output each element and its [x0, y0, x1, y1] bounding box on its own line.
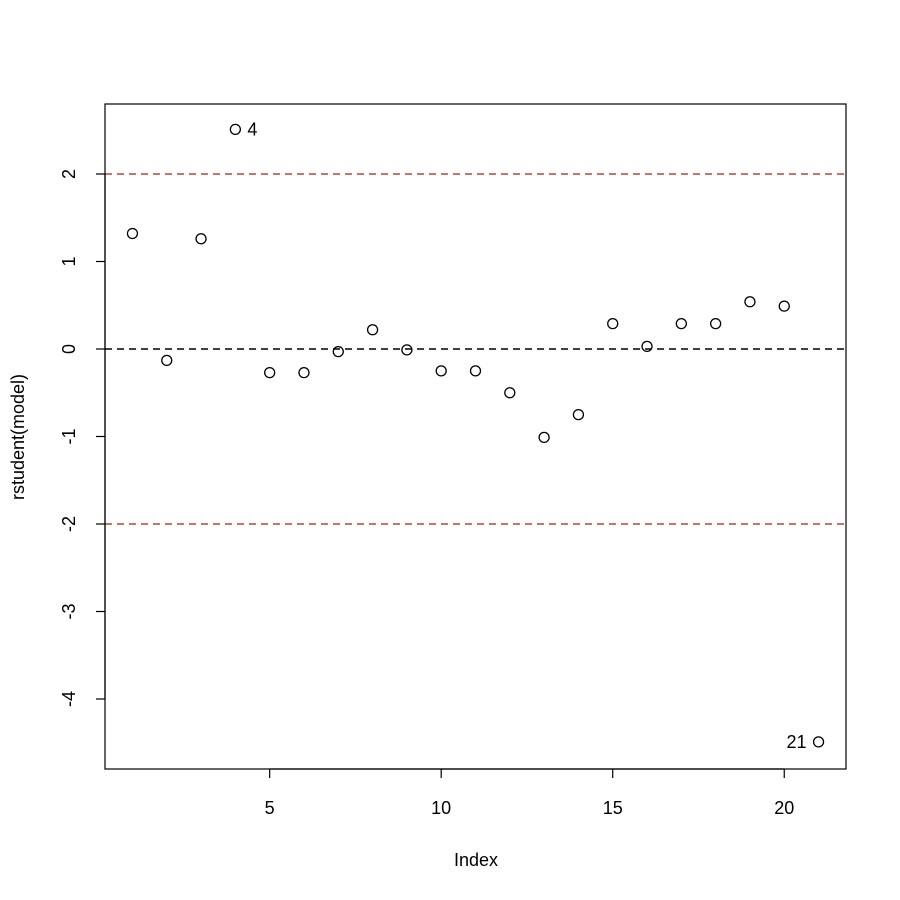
x-tick-label: 5 — [265, 798, 275, 818]
y-tick-label: -1 — [59, 428, 79, 444]
x-tick-label: 15 — [603, 798, 623, 818]
x-axis-label: Index — [454, 850, 498, 870]
data-point — [298, 366, 310, 379]
data-point — [504, 387, 516, 399]
data-point — [572, 408, 585, 421]
data-point — [744, 296, 756, 308]
point-label: 21 — [787, 732, 807, 752]
data-point — [812, 736, 825, 748]
point-labels: 4 21 — [247, 119, 806, 752]
y-tick-label: -2 — [59, 516, 79, 532]
data-point — [332, 345, 344, 358]
data-point — [264, 366, 276, 379]
data-point — [195, 233, 207, 245]
data-point — [641, 340, 653, 353]
data-point — [469, 365, 482, 377]
data-point — [778, 300, 790, 312]
y-tick-label: -3 — [59, 603, 79, 619]
x-tick-label: 10 — [431, 798, 451, 818]
point-label: 4 — [247, 119, 257, 139]
reference-lines — [105, 173, 846, 525]
data-point — [709, 317, 722, 330]
y-tick-label: 1 — [59, 256, 79, 266]
x-axis: 5 10 15 20 — [265, 768, 794, 818]
data-point — [435, 365, 447, 377]
data-point — [366, 324, 379, 336]
x-tick-label: 20 — [774, 798, 794, 818]
data-point — [675, 317, 687, 330]
data-point — [607, 317, 619, 330]
data-point — [401, 344, 413, 356]
y-tick-label: 0 — [59, 344, 79, 354]
data-point — [229, 123, 242, 136]
y-axis-label: rstudent(model) — [8, 374, 28, 500]
y-tick-label: 2 — [59, 169, 79, 179]
y-axis: -4 -3 -2 -1 0 1 2 — [59, 169, 106, 707]
data-point — [161, 354, 173, 367]
data-points — [126, 123, 825, 748]
y-tick-label: -4 — [59, 691, 79, 707]
data-point — [538, 431, 550, 444]
data-point — [126, 227, 139, 240]
